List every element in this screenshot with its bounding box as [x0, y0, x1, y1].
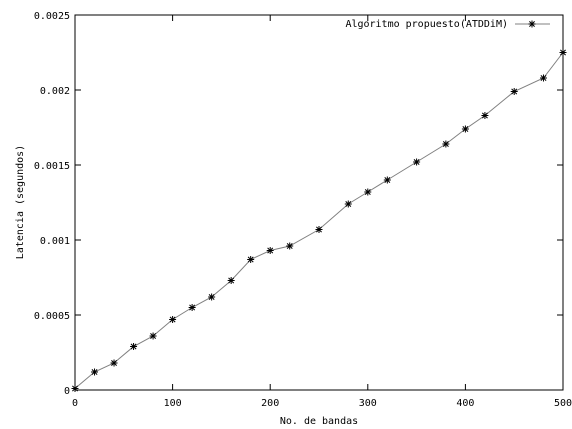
data-point-marker: [442, 140, 450, 148]
series-layer: [71, 49, 567, 392]
data-point-marker: [559, 49, 567, 56]
x-tick-label: 200: [261, 398, 279, 409]
data-point-marker: [344, 200, 352, 208]
data-point-marker: [247, 256, 255, 263]
legend-marker-symbol: [528, 20, 536, 28]
data-point-marker: [91, 368, 99, 376]
y-axis-ticks: 0 0.0005 0.001 0.0015 0.002 0.0025: [34, 11, 563, 397]
data-point-marker: [315, 226, 323, 233]
data-point-marker: [413, 158, 421, 166]
y-tick-label: 0.0015: [34, 161, 70, 172]
y-tick-label: 0: [64, 386, 70, 397]
x-tick-label: 100: [164, 398, 182, 409]
series-line: [74, 52, 564, 389]
data-point-marker: [539, 74, 547, 82]
x-axis-ticks: 0 100 200 300 400 500: [72, 15, 572, 409]
data-point-marker: [286, 242, 294, 250]
data-point-marker: [110, 359, 118, 367]
x-tick-label: 500: [554, 398, 572, 409]
data-point-marker: [481, 112, 489, 119]
x-tick-label: 400: [456, 398, 474, 409]
data-point-marker: [227, 277, 235, 284]
data-point-marker: [266, 247, 274, 254]
legend-label: Algoritmo propuesto(ATDDiM): [345, 19, 508, 30]
y-axis-label: Latencia (segundos): [15, 145, 26, 259]
legend-marker: [528, 20, 536, 28]
x-tick-label: 0: [72, 398, 78, 409]
data-point-marker: [461, 125, 469, 133]
data-point-marker: [208, 293, 216, 301]
data-point-marker: [169, 316, 177, 323]
data-point-marker: [510, 88, 518, 95]
y-tick-label: 0.0025: [34, 11, 70, 22]
data-point-marker: [364, 188, 372, 196]
data-point-marker: [130, 343, 138, 350]
y-tick-label: 0.002: [40, 86, 70, 97]
data-point-marker: [149, 332, 157, 340]
y-tick-label: 0.001: [40, 236, 70, 247]
y-tick-label: 0.0005: [34, 311, 70, 322]
data-point-marker: [383, 176, 391, 184]
x-axis-label: No. de bandas: [280, 416, 358, 427]
legend: Algoritmo propuesto(ATDDiM): [345, 19, 550, 30]
x-tick-label: 300: [359, 398, 377, 409]
plot-frame: [74, 14, 564, 391]
data-point-marker: [188, 304, 196, 311]
data-point-marker: [71, 385, 79, 392]
